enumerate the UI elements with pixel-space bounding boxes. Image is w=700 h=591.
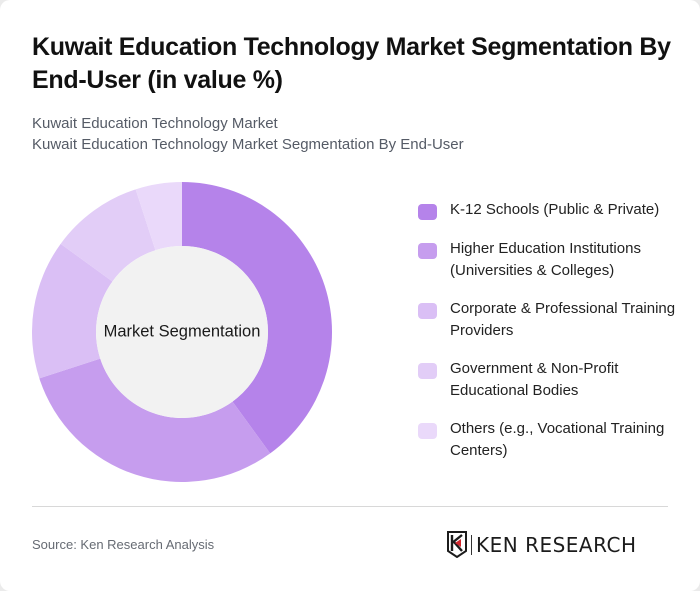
donut-slice-corporate[interactable] [32,243,113,379]
legend-label-corporate: Corporate & Professional Training Provid… [450,300,676,339]
ken-research-logo: KEN RESEARCH [447,531,637,558]
chart-subtitle: Kuwait Education Technology Market Kuwai… [32,113,464,155]
legend-label-k12: K-12 Schools (Public & Private) [450,201,660,218]
legend-label-higher-education: Higher Education Institutions (Universit… [450,240,641,279]
donut-slice-higher-education[interactable] [39,358,271,482]
legend-swatch-others [418,423,437,439]
legend-swatch-corporate [418,303,437,319]
donut-chart [32,182,332,482]
donut-center [96,246,268,418]
legend-label-others: Others (e.g., Vocational Training Center… [450,420,665,459]
chart-legend: K-12 Schools (Public & Private) Higher E… [418,199,688,462]
legend-item-higher-education: Higher Education Institutions (Universit… [418,238,688,282]
footer-divider [32,506,668,507]
legend-label-government: Government & Non-Profit Educational Bodi… [450,360,619,399]
donut-slice-government[interactable] [60,189,156,282]
donut-slice-others[interactable] [135,182,182,251]
legend-item-corporate: Corporate & Professional Training Provid… [418,298,688,342]
donut-slice-k12[interactable] [182,182,332,454]
legend-swatch-k12 [418,204,437,220]
logo-wordmark: KEN RESEARCH [476,532,637,557]
chart-title: Kuwait Education Technology Market Segme… [32,33,671,94]
legend-item-others: Others (e.g., Vocational Training Center… [418,418,688,462]
source-note: Source: Ken Research Analysis [32,537,215,552]
subtitle-line-market: Kuwait Education Technology Market [32,115,278,132]
legend-swatch-higher-education [418,243,437,259]
subtitle-line-segmentation: Kuwait Education Technology Market Segme… [32,136,464,153]
legend-swatch-government [418,363,437,379]
legend-item-government: Government & Non-Profit Educational Bodi… [418,358,688,402]
legend-item-k12: K-12 Schools (Public & Private) [418,199,688,221]
logo-separator [471,534,472,555]
ken-research-shield-icon [447,531,467,558]
donut-center-label: Market Segmentation [103,322,261,341]
